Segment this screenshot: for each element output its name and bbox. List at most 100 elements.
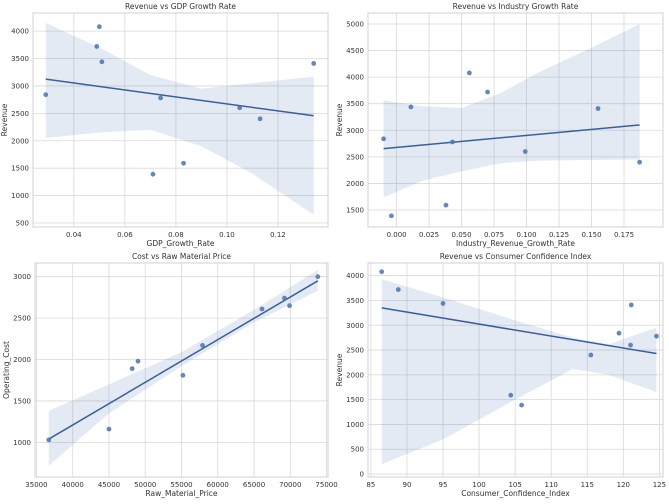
y-tick-label: 2000 <box>346 180 364 188</box>
y-tick-label: 2500 <box>11 110 29 118</box>
y-tick-label: 1000 <box>346 421 364 429</box>
x-tick-label: 120 <box>617 481 630 489</box>
x-axis-label: GDP_Growth_Rate <box>147 239 215 248</box>
plot-frame <box>367 262 664 478</box>
data-point <box>440 301 446 306</box>
x-tick-label: 55000 <box>170 481 192 489</box>
x-tick-label: 0.100 <box>517 231 537 239</box>
y-tick-label: 3500 <box>346 297 364 305</box>
confidence-band <box>381 279 657 465</box>
data-point <box>395 287 401 292</box>
data-point <box>485 89 490 95</box>
data-point <box>616 330 622 336</box>
x-tick-label: 0.04 <box>66 231 82 239</box>
regression-line <box>45 78 314 117</box>
data-point <box>519 402 525 408</box>
y-tick-label: 3000 <box>346 322 364 330</box>
x-tick-label: 60000 <box>207 481 229 489</box>
subplot-4: 85 90 95 100 105 110 115 120 125 0 500 1000 1500 2000… <box>335 252 666 498</box>
subplot-title: Revenue vs Industry Growth Rate <box>453 2 579 11</box>
y-tick-label: 1000 <box>11 192 29 200</box>
x-tick-label: 0.050 <box>452 231 472 239</box>
data-point <box>94 44 100 49</box>
y-tick-label: 3000 <box>13 273 31 281</box>
x-axis-label: Raw_Material_Price <box>145 489 217 498</box>
y-tick-label: 3500 <box>346 100 364 108</box>
data-point <box>450 139 455 145</box>
y-tick-label: 2000 <box>11 137 29 145</box>
data-point <box>99 59 105 65</box>
y-tick-label: 4000 <box>346 272 364 280</box>
x-tick-label: 0.150 <box>582 231 602 239</box>
y-tick-label: 500 <box>16 219 29 227</box>
x-tick-label: 90 <box>402 481 411 489</box>
y-axis-label: Revenue <box>0 103 9 136</box>
regression-line <box>383 124 640 150</box>
y-tick-label: 3000 <box>346 127 364 135</box>
plot-frame <box>32 12 329 228</box>
data-point <box>522 149 528 154</box>
data-point <box>628 342 633 348</box>
subplot-2: 0.000 0.025 0.050 0.075 0.100 0.125 0.150 0.175… <box>335 2 664 248</box>
x-tick-label: 40000 <box>62 481 84 489</box>
y-tick-label: 5000 <box>346 21 364 29</box>
data-point <box>135 358 141 364</box>
y-tick-label: 2000 <box>13 356 31 364</box>
plot-frame <box>367 12 664 228</box>
y-tick-label: 1500 <box>13 397 31 405</box>
data-point <box>508 392 514 398</box>
data-point <box>311 61 317 66</box>
data-point <box>588 352 594 358</box>
x-tick-label: 70000 <box>279 481 301 489</box>
y-tick-label: 1500 <box>11 165 29 173</box>
data-point <box>257 116 263 122</box>
y-axis-label: Revenue <box>335 353 344 386</box>
x-tick-label: 0.000 <box>387 231 407 239</box>
x-tick-label: 0.075 <box>484 231 504 239</box>
x-tick-label: 110 <box>545 481 558 489</box>
data-point <box>443 202 449 208</box>
x-tick-label: 105 <box>508 481 521 489</box>
confidence-band <box>383 24 640 198</box>
subplot-1: 0.04 0.06 0.08 0.10 0.12 500 1000 1500 2000 2500 3… <box>0 2 329 248</box>
x-tick-label: 75000 <box>315 481 337 489</box>
x-tick-label: 0.10 <box>219 231 235 239</box>
data-point <box>287 303 292 309</box>
x-tick-label: 85 <box>366 481 375 489</box>
plot-frame <box>34 262 329 478</box>
data-point <box>379 269 385 275</box>
x-tick-label: 0.08 <box>168 231 184 239</box>
x-tick-label: 115 <box>581 481 594 489</box>
x-tick-label: 125 <box>653 481 666 489</box>
y-tick-label: 1500 <box>346 206 364 214</box>
data-point <box>637 159 643 165</box>
regression-line <box>381 307 657 355</box>
y-tick-label: 4000 <box>346 74 364 82</box>
x-axis-label: Industry_Revenue_Growth_Rate <box>456 239 575 248</box>
data-point <box>129 366 135 372</box>
data-point <box>628 302 634 308</box>
x-tick-label: 50000 <box>134 481 156 489</box>
y-axis-label: Revenue <box>335 103 344 136</box>
data-point <box>388 213 394 219</box>
y-axis-label: Operating_Cost <box>2 341 11 399</box>
confidence-band <box>45 22 314 215</box>
regression-line <box>48 280 319 440</box>
data-point <box>408 104 414 110</box>
x-tick-label: 100 <box>472 481 485 489</box>
data-point <box>595 106 601 111</box>
y-tick-label: 2500 <box>13 315 31 323</box>
x-axis-label: Consumer_Confidence_Index <box>461 489 570 498</box>
y-tick-label: 3000 <box>11 82 29 90</box>
data-point <box>106 426 112 432</box>
data-point <box>200 343 205 348</box>
data-point <box>381 136 386 142</box>
x-tick-label: 45000 <box>98 481 120 489</box>
data-point <box>96 24 102 30</box>
x-tick-label: 35000 <box>25 481 47 489</box>
data-point <box>237 105 243 111</box>
y-tick-label: 500 <box>351 446 364 454</box>
confidence-band <box>48 270 318 466</box>
data-point <box>466 70 472 76</box>
y-tick-label: 2500 <box>346 153 364 161</box>
